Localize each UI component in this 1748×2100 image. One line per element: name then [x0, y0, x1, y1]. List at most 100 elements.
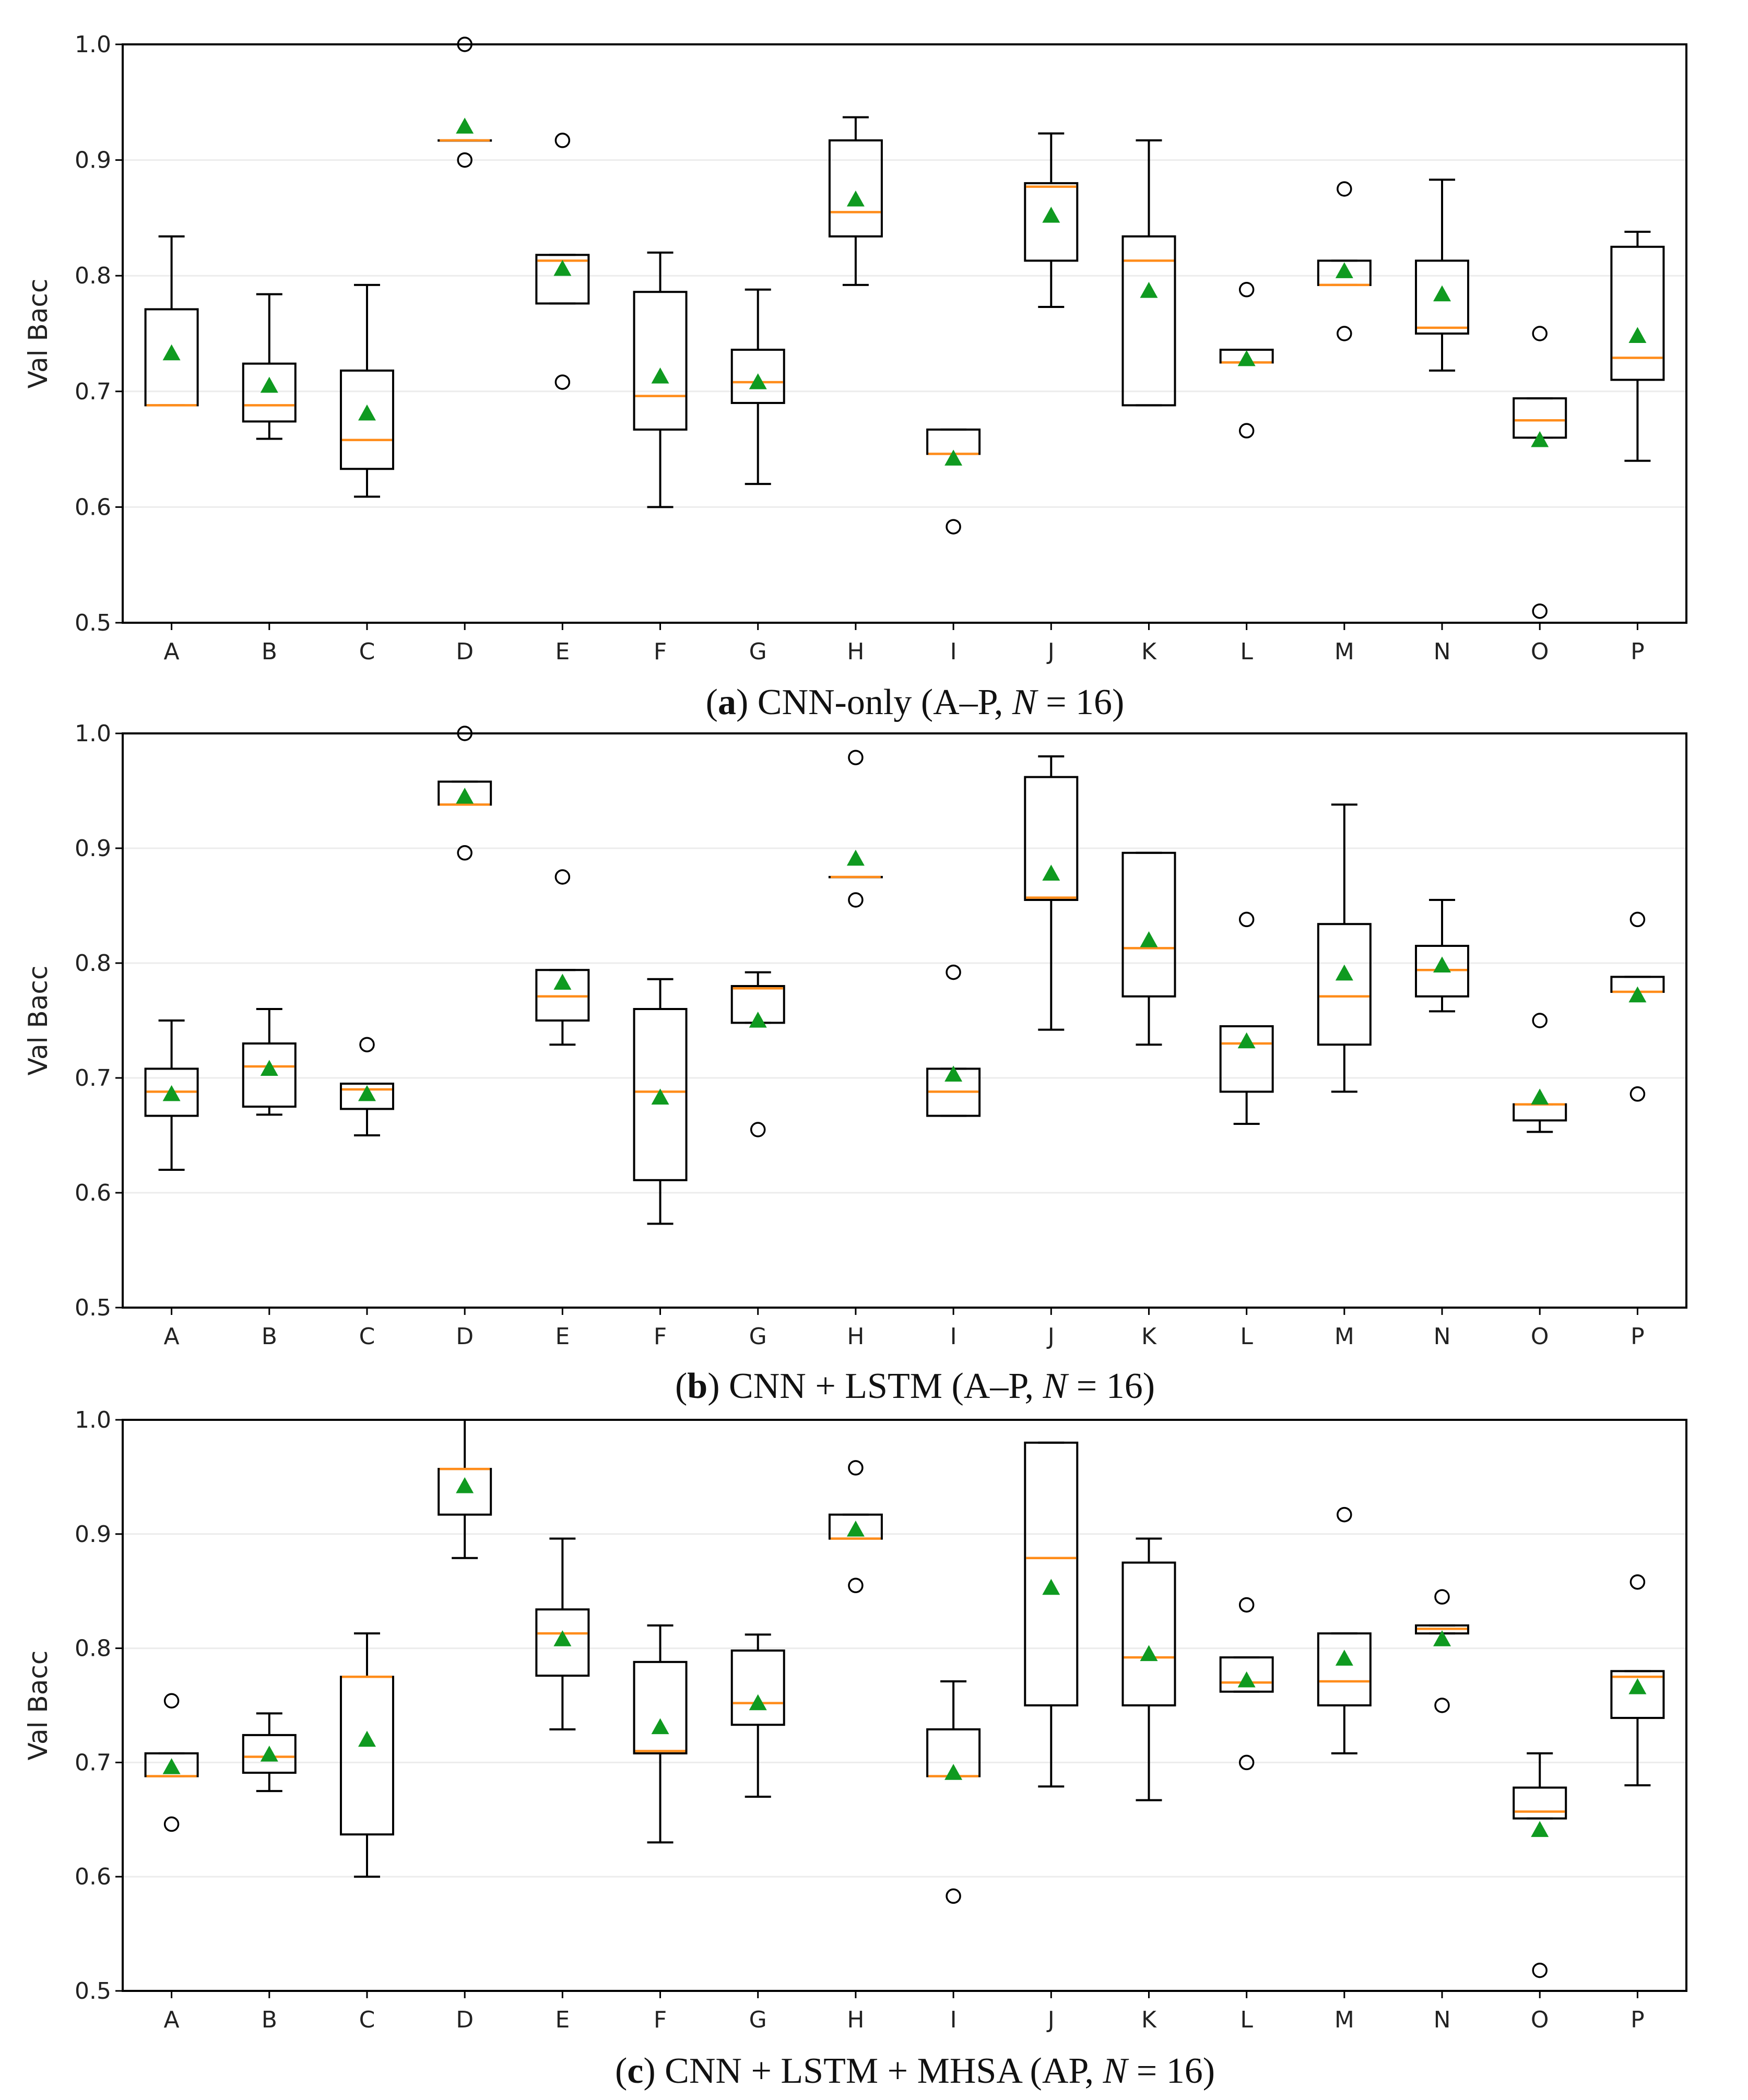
iqr-box	[633, 291, 688, 431]
iqr-box	[144, 1067, 199, 1117]
box-D	[438, 726, 492, 861]
mean-marker	[553, 974, 572, 990]
outlier-point	[946, 1888, 961, 1904]
caption-part: ) CNN + LSTM + MHSA (AP,	[643, 2051, 1103, 2091]
x-tick-label: B	[262, 2007, 277, 2033]
iqr-box	[1219, 1656, 1274, 1693]
plot-frame	[122, 43, 1687, 624]
box-L	[1219, 1597, 1274, 1771]
y-tick-label: 1.0	[75, 1407, 111, 1433]
box-J	[1024, 755, 1079, 1031]
box-J	[1024, 1441, 1079, 1788]
x-tick-label: F	[654, 638, 667, 665]
box-A	[144, 235, 199, 407]
panel-b: 0.5 0.6 0.7 0.8 0.9 1.0 Val Bacc A B C D E F G H I J K L M N…	[23, 720, 1687, 1406]
iqr-box	[828, 139, 883, 238]
outlier-point	[1238, 282, 1255, 298]
iqr-box	[1121, 851, 1176, 998]
box-H	[828, 116, 883, 286]
iqr-box	[1121, 235, 1176, 407]
x-tick-label: F	[654, 1323, 667, 1350]
outlier-point	[1238, 911, 1255, 928]
mean-marker	[651, 1718, 669, 1735]
x-tick-label: K	[1141, 638, 1157, 665]
box-L	[1219, 911, 1274, 1125]
iqr-box	[1513, 1786, 1567, 1820]
iqr-box	[242, 1042, 297, 1108]
mean-marker	[1140, 282, 1158, 298]
box-E	[535, 133, 590, 390]
outlier-point	[1238, 1754, 1255, 1771]
outlier-point	[946, 964, 961, 980]
mean-marker	[846, 190, 865, 207]
iqr-box	[1317, 1632, 1372, 1706]
y-tick-label: 1.0	[75, 720, 111, 747]
x-tick-label: O	[1531, 1323, 1549, 1350]
caption-part: b	[687, 1366, 707, 1406]
box-P	[1610, 1574, 1665, 1787]
mean-marker	[1237, 1032, 1256, 1049]
mean-marker	[1433, 956, 1451, 972]
box-A	[144, 1019, 199, 1171]
y-tick-label: 0.6	[75, 494, 111, 520]
box-N	[1415, 899, 1470, 1013]
iqr-box	[1219, 1025, 1274, 1093]
x-tick-label: O	[1531, 638, 1549, 665]
panel-caption: (a) CNN-only (A–P, N = 16)	[706, 682, 1125, 722]
x-tick-label: J	[1046, 2007, 1055, 2033]
mean-marker	[1237, 1671, 1256, 1688]
caption-part: = 16)	[1127, 2051, 1215, 2091]
mean-marker	[1140, 1645, 1158, 1662]
box-B	[242, 1712, 297, 1793]
iqr-box	[633, 1660, 688, 1754]
mean-marker	[1628, 1678, 1647, 1694]
y-tick-label: 0.9	[75, 147, 111, 174]
outlier-point	[1532, 1962, 1548, 1978]
plot-frame	[122, 732, 1687, 1309]
caption-part: (	[675, 1366, 687, 1406]
y-axis-label: Val Bacc	[23, 1651, 53, 1761]
mean-marker	[651, 1088, 669, 1105]
mean-marker	[846, 1521, 865, 1537]
x-tick-label: M	[1334, 2007, 1354, 2033]
x-tick-label: H	[847, 2007, 864, 2033]
box-C	[339, 283, 394, 498]
x-tick-label: I	[950, 638, 957, 665]
mean-marker	[553, 1630, 572, 1646]
caption-part: = 16)	[1067, 1366, 1155, 1406]
x-tick-label: D	[456, 638, 474, 665]
x-tick-label: I	[950, 1323, 957, 1350]
box-K	[1121, 1537, 1176, 1801]
y-tick-label: 0.7	[75, 378, 111, 405]
iqr-box	[730, 349, 785, 404]
mean-marker	[749, 1012, 767, 1028]
outlier-point	[946, 519, 961, 535]
iqr-box	[1121, 1561, 1176, 1706]
box-G	[730, 288, 785, 485]
box-I	[926, 428, 981, 535]
y-tick-label: 0.7	[75, 1065, 111, 1091]
x-tick-label: B	[262, 1323, 277, 1350]
mean-marker	[749, 373, 767, 389]
x-tick-label: C	[359, 638, 375, 665]
x-tick-label: N	[1434, 1323, 1451, 1350]
x-tick-label: P	[1631, 2007, 1645, 2033]
outlier-point	[1629, 911, 1646, 928]
outlier-point	[457, 845, 473, 861]
x-tick-label: C	[359, 2007, 375, 2033]
outlier-point	[1337, 181, 1352, 197]
x-tick-label: E	[555, 1323, 570, 1350]
x-tick-label: L	[1240, 2007, 1253, 2033]
y-axis-label: Val Bacc	[23, 966, 53, 1076]
outlier-point	[750, 1122, 766, 1137]
outlier-point	[848, 750, 864, 765]
y-axis-label: Val Bacc	[23, 279, 53, 389]
x-tick-label: A	[164, 638, 180, 665]
outlier-point	[1629, 1086, 1646, 1102]
y-tick-label: 0.7	[75, 1749, 111, 1776]
panel-caption: (c) CNN + LSTM + MHSA (AP, N = 16)	[615, 2051, 1215, 2091]
iqr-box	[1610, 1670, 1665, 1719]
iqr-box	[730, 1649, 785, 1726]
outlier-point	[554, 869, 571, 885]
